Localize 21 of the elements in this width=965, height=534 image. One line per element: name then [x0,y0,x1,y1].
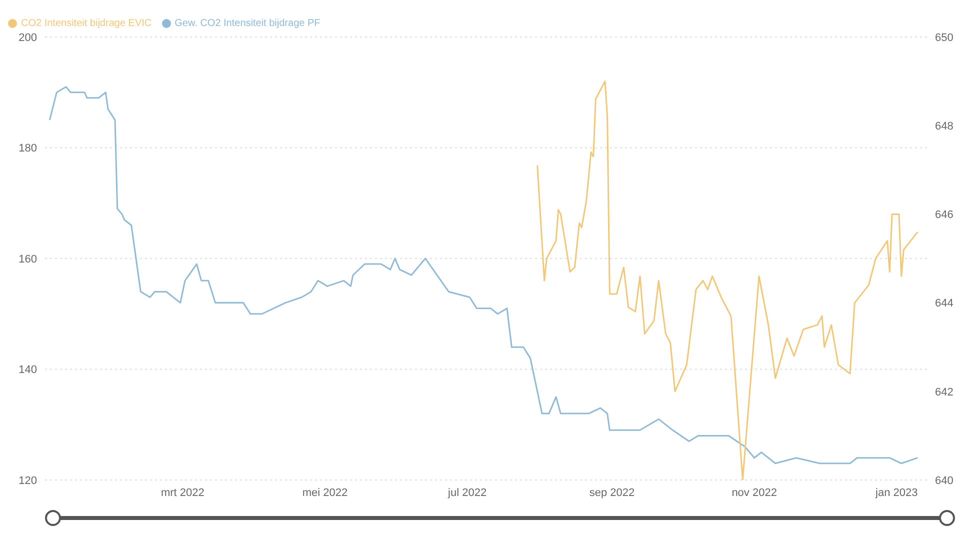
y-tick-label: 200 [18,32,37,44]
x-tick-label: sep 2022 [589,486,635,499]
line-series [48,86,918,464]
y2-tick-label: 644 [935,298,954,310]
line-series [536,80,918,480]
x-tick-label: mei 2022 [302,486,348,499]
y2-tick-label: 650 [935,32,954,44]
y2-tick-label: 646 [935,209,954,222]
y2-tick-label: 642 [935,386,954,398]
y2-tick-label: 648 [935,120,954,133]
x-tick-label: jul 2022 [447,486,487,499]
y-tick-label: 120 [18,474,37,487]
y2-tick-label: 640 [935,474,954,487]
legend-label: CO2 Intensiteit bijdrage EVIC [21,18,152,29]
x-tick-label: jan 2023 [874,486,918,499]
y-tick-label: 160 [18,253,37,266]
y-tick-label: 180 [18,142,37,155]
y-tick-label: 140 [18,364,37,376]
x-tick-label: mrt 2022 [160,486,204,499]
x-tick-label: nov 2022 [732,486,777,499]
legend-label: Gew. CO2 Intensiteit bijdrage PF [174,18,320,29]
